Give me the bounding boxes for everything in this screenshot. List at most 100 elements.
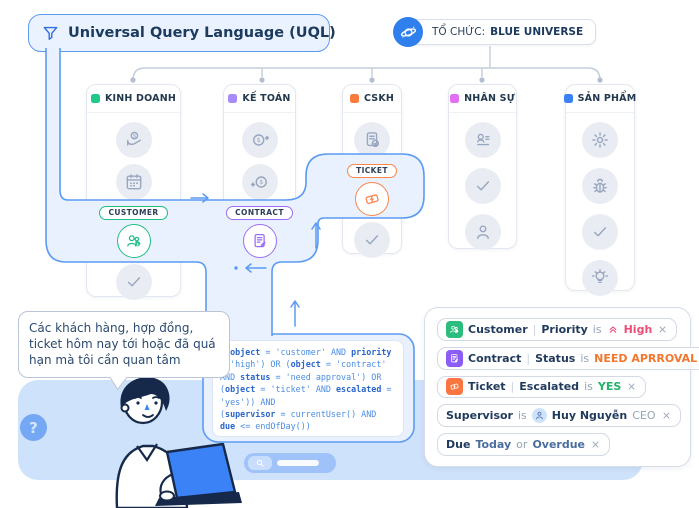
customer-tag-label: CUSTOMER	[99, 206, 168, 220]
chip-operator: or	[516, 438, 528, 452]
ticket-tag-label: TICKET	[347, 164, 397, 178]
close-icon[interactable]	[626, 381, 637, 392]
hand-coin-icon: $	[124, 130, 144, 150]
column-label: CSKH	[363, 93, 395, 104]
filter-chip-ticket[interactable]: Ticket | Escalated is YES	[437, 375, 647, 399]
search-bar[interactable]	[244, 453, 336, 473]
column-color-chip	[349, 94, 359, 103]
chip-entity: Customer	[468, 322, 528, 336]
chip-separator: |	[510, 380, 515, 394]
person-illustration	[115, 377, 242, 508]
chip-field: Escalated	[519, 380, 580, 394]
column-label: NHÂN SỰ	[464, 93, 515, 104]
uql-title-box: Universal Query Language (UQL)	[28, 14, 336, 52]
customer-tag[interactable]: CUSTOMER $	[99, 206, 168, 258]
close-icon[interactable]	[661, 410, 672, 421]
column-cskh: CSKH TICKET	[342, 84, 402, 258]
org-badge: TỔ CHỨC: BLUE UNIVERSE	[407, 19, 597, 45]
column-ke-toan: KẾ TOÁN $ $ CONTRACT	[223, 84, 296, 258]
chip-value: Huy Nguyễn	[551, 409, 628, 423]
funnel-icon	[41, 24, 60, 43]
supervisor-avatar	[531, 408, 547, 424]
customer-icon: $	[125, 232, 143, 250]
svg-text:$: $	[132, 134, 135, 140]
customer-icon: $	[449, 324, 460, 335]
contract-icon	[251, 232, 269, 250]
priority-high-icon	[607, 323, 619, 335]
person-icon	[473, 222, 493, 242]
id-badge-icon	[473, 130, 493, 150]
column-header: CSKH	[343, 85, 401, 113]
document-check-icon	[362, 130, 382, 150]
chip-separator: |	[526, 351, 531, 365]
column-label: KẾ TOÁN	[242, 93, 291, 104]
column-header: NHÂN SỰ	[449, 85, 516, 113]
column-color-chip	[450, 94, 460, 103]
column-label: SẢN PHẨM	[577, 93, 637, 104]
close-icon[interactable]	[590, 439, 601, 450]
chip-operator: is	[592, 322, 602, 336]
contract-tag[interactable]: CONTRACT	[226, 206, 293, 258]
svg-text:$: $	[256, 137, 260, 144]
column-header: KẾ TOÁN	[224, 85, 295, 113]
ticket-tag[interactable]: TICKET	[347, 164, 397, 216]
speech-bubble: Các khách hàng, hợp đồng, ticket hôm nay…	[18, 311, 230, 378]
search-input[interactable]	[277, 460, 319, 466]
check-icon	[590, 222, 610, 242]
column-color-chip	[90, 94, 100, 103]
contract-icon	[449, 353, 460, 364]
ticket-icon	[449, 381, 460, 392]
money-in-icon: $	[250, 172, 270, 192]
ticket-icon	[363, 190, 381, 208]
svg-text:$: $	[456, 331, 458, 333]
close-icon[interactable]	[657, 324, 668, 335]
check-icon	[124, 272, 144, 292]
column-label: KINH DOANH	[104, 93, 177, 104]
filter-chip-customer[interactable]: $ Customer | Priority is High	[437, 318, 678, 341]
chip-value: High	[623, 322, 653, 336]
bug-icon	[590, 176, 610, 196]
lightbulb-icon	[590, 268, 610, 288]
chip-separator: |	[532, 322, 537, 336]
question-mark: ?	[29, 418, 38, 437]
chip-value: YES	[597, 380, 622, 394]
chip-field: Priority	[541, 322, 588, 336]
chip-field: Due	[446, 438, 471, 452]
question-mark-badge: ?	[20, 414, 47, 441]
chip-operator: is	[517, 409, 527, 423]
column-nhan-su: NHÂN SỰ	[448, 84, 517, 250]
column-color-chip	[228, 94, 238, 103]
chip-entity: Contract	[468, 351, 522, 365]
chip-entity: Ticket	[468, 380, 506, 394]
check-icon	[473, 176, 493, 196]
contract-tag-label: CONTRACT	[226, 206, 293, 220]
chip-suffix: CEO	[632, 409, 656, 423]
filter-panel: $ Customer | Priority is High Contract |…	[424, 307, 699, 467]
filter-chip-contract[interactable]: Contract | Status is NEED APRROVAL	[437, 346, 699, 370]
gear-icon	[590, 130, 610, 150]
chip-field: Supervisor	[446, 409, 513, 423]
speech-bubble-text: Các khách hàng, hợp đồng, ticket hôm nay…	[29, 321, 216, 368]
money-out-icon: $	[250, 130, 270, 150]
chip-value: Today	[475, 438, 512, 452]
org-badge-name: BLUE UNIVERSE	[490, 26, 584, 38]
uql-code-block: ((object = 'customer' AND priority= 'hig…	[212, 340, 404, 437]
column-color-chip	[563, 94, 573, 103]
planet-icon	[399, 23, 418, 42]
search-icon	[255, 458, 265, 468]
column-header: KINH DOANH	[87, 85, 180, 113]
org-badge-prefix: TỔ CHỨC:	[432, 26, 486, 38]
chip-value: NEED APRROVAL	[594, 351, 698, 365]
column-header: SẢN PHẨM	[563, 85, 637, 113]
planet-icon-badge	[393, 17, 423, 47]
chip-field: Status	[535, 351, 576, 365]
chip-value2: Overdue	[532, 438, 586, 452]
filter-chip-due[interactable]: Due Today or Overdue	[437, 433, 611, 456]
column-san-pham: SẢN PHẨM	[563, 84, 637, 296]
person-icon	[534, 410, 545, 421]
calendar-icon	[124, 172, 144, 192]
chip-operator: is	[580, 351, 590, 365]
page-title: Universal Query Language (UQL)	[68, 25, 336, 41]
filter-chip-supervisor[interactable]: Supervisor is Huy Nguyễn CEO	[437, 404, 681, 428]
